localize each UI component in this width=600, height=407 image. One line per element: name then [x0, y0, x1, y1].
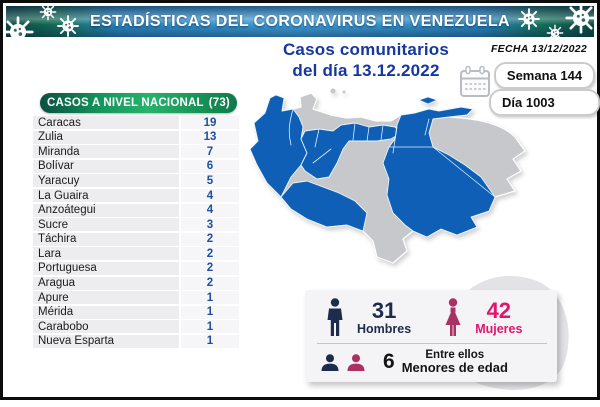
table-row: Caracas 19	[33, 116, 239, 130]
state-cases: 4	[181, 203, 239, 217]
table-row: Carabobo 1	[33, 320, 239, 334]
week-badge: Semana 144	[494, 62, 595, 89]
state-cases: 2	[181, 232, 239, 246]
date-label: FECHA 13/12/2022	[490, 43, 587, 55]
minors-count: 6	[383, 350, 395, 373]
women-count: 42	[486, 298, 512, 323]
table-row: Táchira 2	[33, 232, 239, 246]
venezuela-map	[249, 88, 526, 264]
minors-label-line2: Menores de edad	[401, 360, 508, 375]
table-row: La Guaira 4	[33, 188, 239, 203]
day-badge: Día 1003	[489, 89, 600, 116]
page-title: ESTADÍSTICAS DEL CORONAVIRUS EN VENEZUEL…	[90, 12, 510, 30]
state-name: Miranda	[33, 145, 179, 159]
state-name: Caracas	[33, 116, 179, 130]
state-name: Yaracuy	[33, 174, 179, 188]
table-row: Anzoátegui 4	[33, 203, 239, 217]
table-title: CASOS A NIVEL NACIONAL	[47, 97, 204, 109]
virus-icon	[6, 6, 79, 37]
state-name: Bolívar	[33, 159, 179, 173]
header-banner: ESTADÍSTICAS DEL CORONAVIRUS EN VENEZUEL…	[6, 6, 594, 37]
national-cases-table: CASOS A NIVEL NACIONAL (73) Caracas 19 Z…	[33, 93, 239, 350]
gender-row: 31 Hombres 42 Mujeres	[305, 290, 557, 342]
state-name: Aragua	[33, 276, 179, 290]
state-cases: 7	[181, 145, 239, 159]
state-name: Táchira	[33, 232, 179, 246]
minors-row: 6 Entre ellos Menores de edad	[305, 344, 557, 375]
state-cases: 19	[181, 116, 239, 130]
men-count: 31	[371, 298, 397, 323]
table-row: Mérida 1	[33, 305, 239, 319]
state-name: Mérida	[33, 305, 179, 319]
state-name: Portuguesa	[33, 261, 179, 276]
map-highlighted-states	[249, 94, 496, 238]
state-name: Lara	[33, 247, 179, 261]
women-label: Mujeres	[475, 322, 523, 336]
state-cases: 4	[181, 188, 239, 203]
woman-icon	[445, 298, 461, 336]
state-name: Carabobo	[33, 320, 179, 334]
woman-bust-icon	[347, 353, 365, 371]
state-cases: 6	[181, 159, 239, 173]
state-cases: 1	[181, 291, 239, 305]
map-state-borders	[288, 108, 496, 198]
table-row: Miranda 7	[33, 145, 239, 159]
subtitle: Casos comunitarios del día 13.12.2022	[235, 39, 497, 81]
state-name: Zulia	[33, 130, 179, 144]
state-cases: 2	[181, 276, 239, 290]
state-cases: 5	[181, 174, 239, 188]
state-cases: 1	[181, 334, 239, 348]
table-row: Zulia 13	[33, 130, 239, 144]
state-name: Sucre	[33, 218, 179, 232]
state-name: La Guaira	[33, 188, 179, 203]
state-cases: 1	[181, 305, 239, 319]
table-row: Nueva Esparta 1	[33, 334, 239, 348]
state-cases: 1	[181, 320, 239, 334]
demographics-panel: 31 Hombres 42 Mujeres	[305, 290, 557, 382]
man-icon	[327, 298, 343, 336]
state-name: Nueva Esparta	[33, 334, 179, 348]
table-header: CASOS A NIVEL NACIONAL (73)	[40, 93, 237, 113]
virus-icon	[518, 6, 594, 37]
state-name: Apure	[33, 291, 179, 305]
cases-table-body: Caracas 19 Zulia 13 Miranda 7 Bolívar 6 …	[33, 116, 239, 348]
subtitle-line1: Casos comunitarios	[282, 40, 450, 59]
panel-divider	[317, 343, 547, 344]
state-cases: 3	[181, 218, 239, 232]
table-row: Aragua 2	[33, 276, 239, 290]
state-cases: 2	[181, 261, 239, 276]
state-cases: 13	[181, 130, 239, 144]
minors-label-line1: Entre ellos	[425, 349, 485, 361]
table-total: (73)	[208, 97, 230, 109]
table-row: Apure 1	[33, 291, 239, 305]
table-row: Sucre 3	[33, 218, 239, 232]
person-bust-icons	[319, 353, 367, 371]
calendar-icon	[460, 65, 490, 97]
state-name: Anzoátegui	[33, 203, 179, 217]
subtitle-line2: del día 13.12.2022	[292, 61, 440, 80]
table-row: Bolívar 6	[33, 159, 239, 173]
state-cases: 2	[181, 247, 239, 261]
men-label: Hombres	[357, 322, 412, 336]
table-row: Lara 2	[33, 247, 239, 261]
man-bust-icon	[321, 353, 339, 371]
table-row: Yaracuy 5	[33, 174, 239, 188]
table-row: Portuguesa 2	[33, 261, 239, 276]
